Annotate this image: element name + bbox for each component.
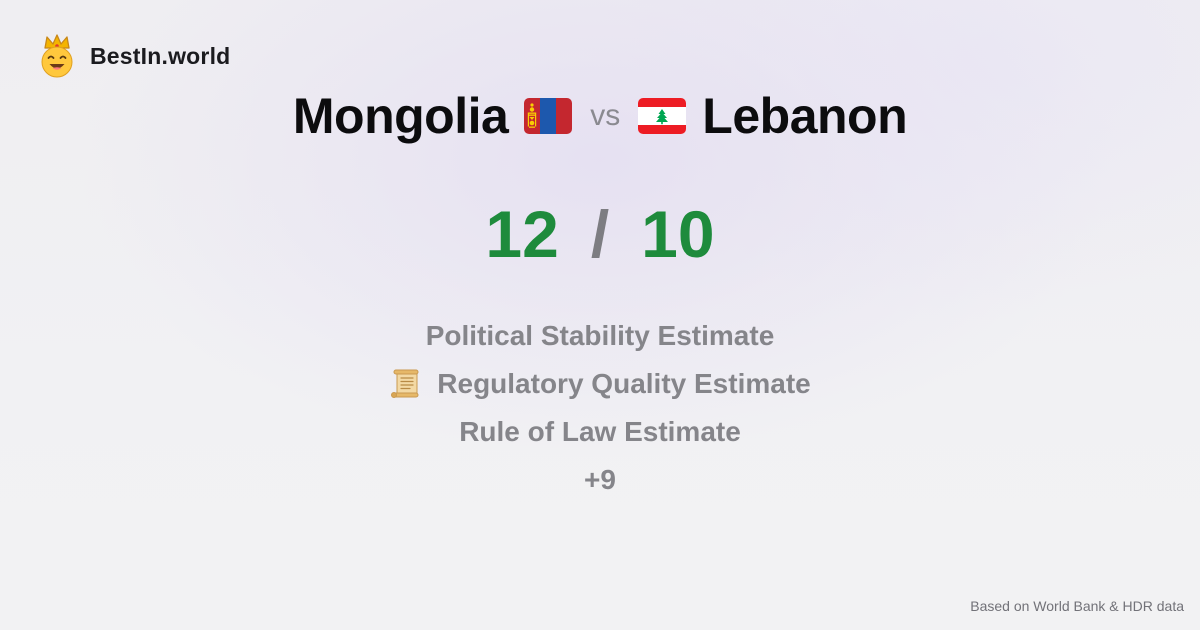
mongolia-flag-icon <box>524 98 573 134</box>
metric-label: Rule of Law Estimate <box>459 416 741 447</box>
metric-label: Regulatory Quality Estimate <box>437 368 811 399</box>
metric-label: Political Stability Estimate <box>425 320 775 351</box>
left-country-name: Mongolia <box>292 88 509 144</box>
lebanon-flag-icon <box>638 98 687 134</box>
smiling-face-with-crown-icon <box>41 34 73 78</box>
more-metrics-count: +9 <box>584 464 616 495</box>
score-divider: / <box>590 197 610 271</box>
comparison-title: Mongolia vs Lebanon <box>0 84 1200 148</box>
metric-item: Political Stability Estimate <box>426 312 775 360</box>
brand-name: BestIn.world <box>90 42 231 69</box>
score-comparison: 12 / 10 <box>0 196 1200 272</box>
left-score: 12 <box>485 197 559 271</box>
right-score: 10 <box>641 197 715 271</box>
right-country-name: Lebanon <box>702 88 908 144</box>
metric-item: Regulatory Quality Estimate <box>389 360 811 408</box>
data-source-note: Based on World Bank & HDR data <box>970 598 1184 614</box>
vs-separator: vs <box>590 99 621 132</box>
metric-item: +9 <box>584 456 616 504</box>
metric-item: Rule of Law Estimate <box>459 408 741 456</box>
brand-logo[interactable]: BestIn.world <box>38 34 230 78</box>
metric-list: Political Stability Estimate Regulatory … <box>0 312 1200 504</box>
scroll-icon <box>391 369 419 398</box>
